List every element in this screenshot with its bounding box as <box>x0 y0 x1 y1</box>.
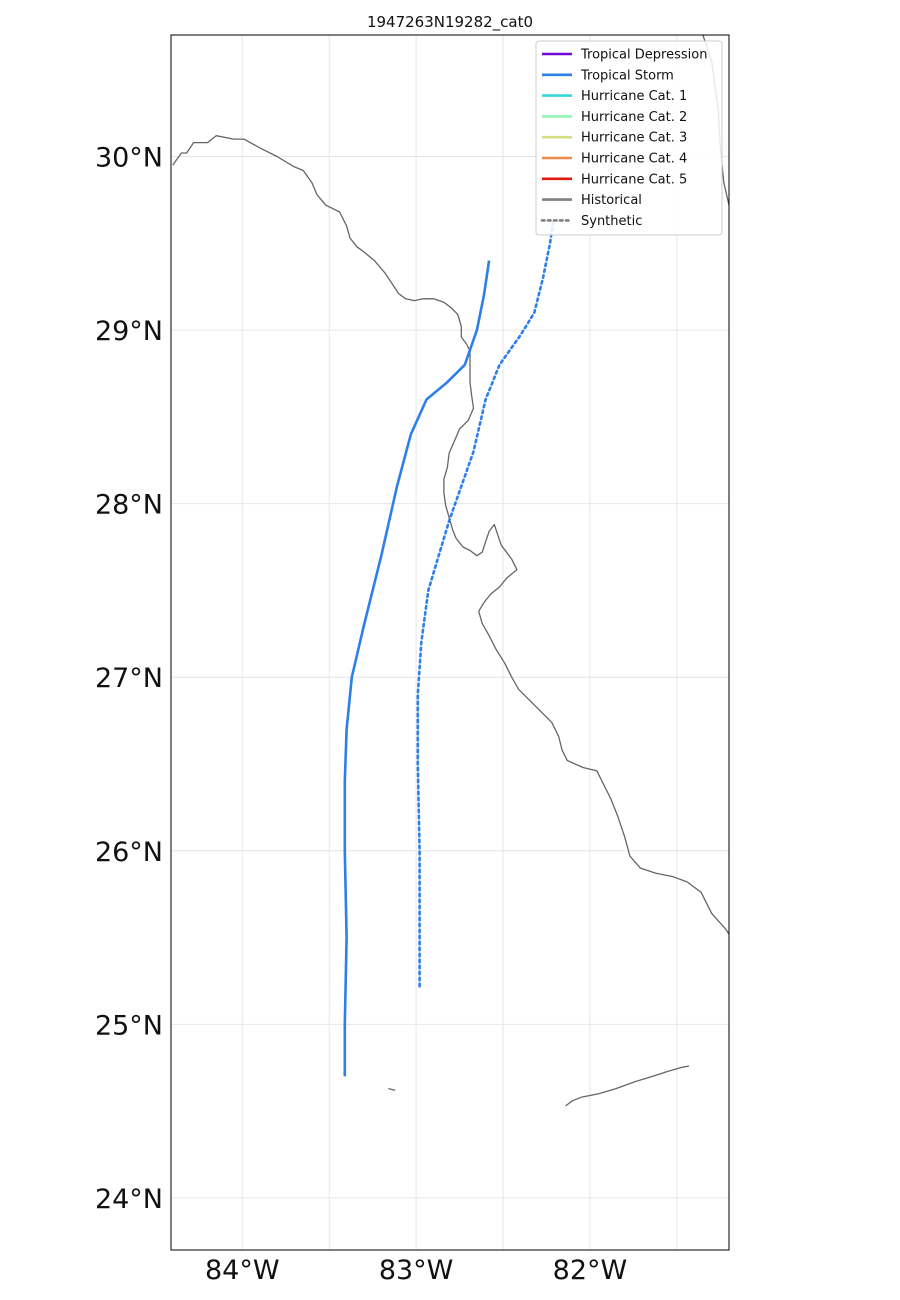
legend-label-6: Hurricane Cat. 5 <box>581 172 687 187</box>
legend-label-8: Synthetic <box>581 214 642 229</box>
legend-label-3: Hurricane Cat. 2 <box>581 110 687 125</box>
legend-label-2: Hurricane Cat. 1 <box>581 89 687 104</box>
gridlines <box>171 35 729 1250</box>
lat-tick-label-6: 30°N <box>95 143 163 174</box>
florida-keys-0 <box>565 1065 690 1107</box>
legend-label-7: Historical <box>581 193 642 208</box>
florida-keys-1 <box>388 1087 396 1091</box>
legend-label-4: Hurricane Cat. 3 <box>581 131 687 146</box>
synthetic-track <box>416 219 555 988</box>
lat-tick-label-2: 26°N <box>95 837 163 868</box>
lat-tick-label-5: 29°N <box>95 316 163 347</box>
lat-tick-label-1: 25°N <box>95 1010 163 1041</box>
lon-tick-label-0: 84°W <box>205 1255 280 1286</box>
legend-label-5: Hurricane Cat. 4 <box>581 152 687 167</box>
legend: Tropical Depression Tropical Storm Hurrica… <box>535 40 723 236</box>
lat-tick-label-0: 24°N <box>95 1184 163 1215</box>
legend-box <box>535 40 723 236</box>
legend-label-0: Tropical Depression <box>580 48 707 63</box>
lat-tick-label-4: 28°N <box>95 490 163 521</box>
map-title: 1947263N19282_cat0 <box>367 13 533 32</box>
lat-tick-label-3: 27°N <box>95 663 163 694</box>
lon-tick-label-2: 82°W <box>553 1255 628 1286</box>
map-frame <box>170 34 730 1251</box>
lon-tick-label-1: 83°W <box>379 1255 454 1286</box>
historical-track <box>343 260 491 1077</box>
legend-label-1: Tropical Storm <box>580 68 674 83</box>
track-layer <box>343 219 555 1077</box>
coastline-0 <box>172 135 729 935</box>
axis-tick-labels: 84°W 83°W 82°W 24°N 25°N 26°N 27°N 28°N 29°N 30°N <box>95 143 627 1287</box>
map-background <box>171 35 729 1250</box>
